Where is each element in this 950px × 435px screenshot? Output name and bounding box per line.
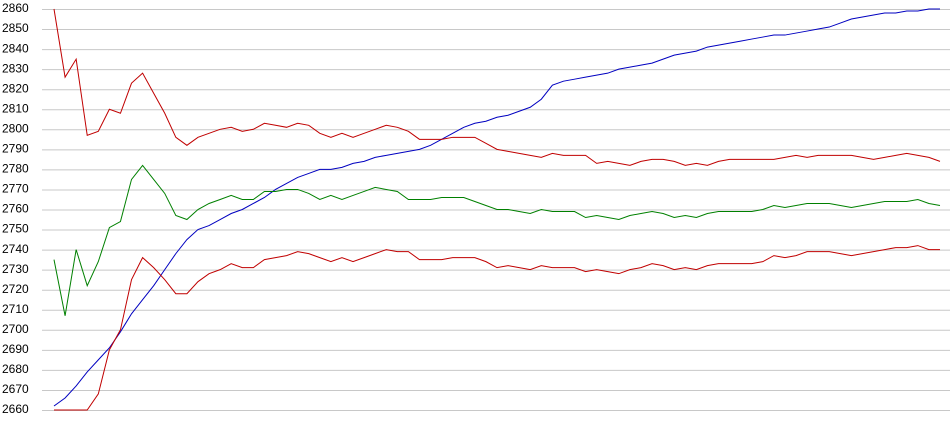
- y-tick-label: 2850: [2, 21, 29, 35]
- y-tick-label: 2790: [2, 142, 29, 156]
- y-tick-label: 2660: [2, 402, 29, 416]
- y-tick-label: 2800: [2, 121, 29, 135]
- y-tick-label: 2770: [2, 182, 29, 196]
- y-tick-label: 2690: [2, 342, 29, 356]
- y-tick-label: 2760: [2, 202, 29, 216]
- y-tick-label: 2670: [2, 382, 29, 396]
- series-line: [53, 164, 941, 316]
- y-tick-label: 2840: [2, 41, 29, 55]
- series-line: [53, 8, 941, 166]
- y-tick-label: 2710: [2, 302, 29, 316]
- y-tick-label: 2820: [2, 81, 29, 95]
- y-tick-label: 2860: [2, 1, 29, 15]
- y-tick-label: 2740: [2, 242, 29, 256]
- y-tick-label: 2750: [2, 222, 29, 236]
- y-tick-label: 2810: [2, 101, 29, 115]
- y-tick-label: 2720: [2, 282, 29, 296]
- y-tick-label: 2780: [2, 162, 29, 176]
- y-tick-label: 2730: [2, 262, 29, 276]
- y-tick-label: 2830: [2, 61, 29, 75]
- series-line: [53, 8, 940, 407]
- y-tick-label: 2700: [2, 322, 29, 336]
- series-line: [54, 245, 940, 411]
- y-tick-label: 2680: [2, 362, 29, 376]
